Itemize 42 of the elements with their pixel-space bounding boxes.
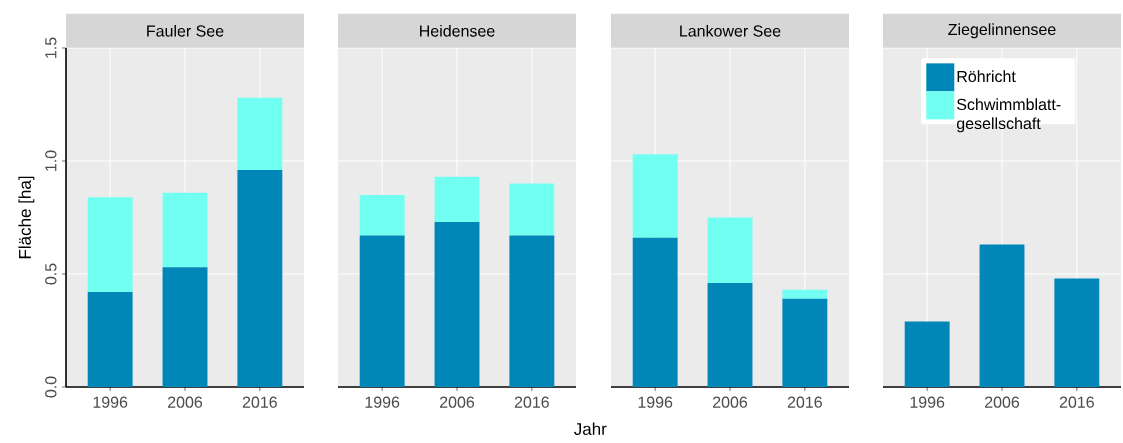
y-tick-label: 1.0 (45, 150, 57, 171)
x-tick-label: 1996 (638, 396, 673, 408)
x-tick-label: 2016 (1059, 396, 1094, 408)
x-tick-label: 2016 (787, 396, 822, 408)
legend-label: Röhricht (957, 70, 1016, 83)
x-tick-label: 2006 (985, 396, 1020, 408)
bar (237, 170, 283, 387)
y-axis-title: Fläche [ha] (18, 176, 35, 259)
bar (359, 235, 405, 387)
bar (87, 292, 133, 387)
legend-label: Schwimmblatt-gesellschaft (956, 98, 1061, 133)
y-tick-label: 0.0 (45, 376, 57, 398)
bar (162, 192, 208, 268)
y-tick-label: 1.5 (45, 37, 57, 58)
bar (434, 176, 480, 223)
x-tick-label: 2016 (514, 396, 549, 408)
chart-title: Ziegelinnensee (948, 23, 1056, 39)
x-axis-title: Jahr (574, 422, 607, 436)
bar (237, 97, 283, 171)
bar (632, 154, 678, 238)
bar (162, 267, 208, 387)
bar (87, 197, 133, 293)
bar (782, 298, 828, 387)
x-tick-label: 2006 (168, 396, 203, 408)
chart-title: Heidensee (420, 24, 495, 37)
bar (509, 235, 555, 387)
bar (509, 183, 555, 236)
chart-title: Fauler See (147, 24, 224, 37)
bar (707, 217, 753, 284)
x-tick-label: 2006 (440, 396, 475, 408)
x-tick-label: 1996 (910, 396, 945, 408)
x-tick-label: 2016 (242, 396, 277, 408)
x-tick-label: 1996 (93, 396, 128, 408)
bar (632, 237, 678, 387)
y-tick-label: 0.5 (45, 263, 57, 285)
x-tick-label: 1996 (365, 396, 400, 408)
chart-title: Lankower See (680, 24, 781, 37)
bar (434, 222, 480, 387)
x-tick-label: 2006 (713, 396, 748, 408)
bar (707, 283, 753, 387)
bar (359, 194, 405, 236)
bar (782, 289, 828, 299)
